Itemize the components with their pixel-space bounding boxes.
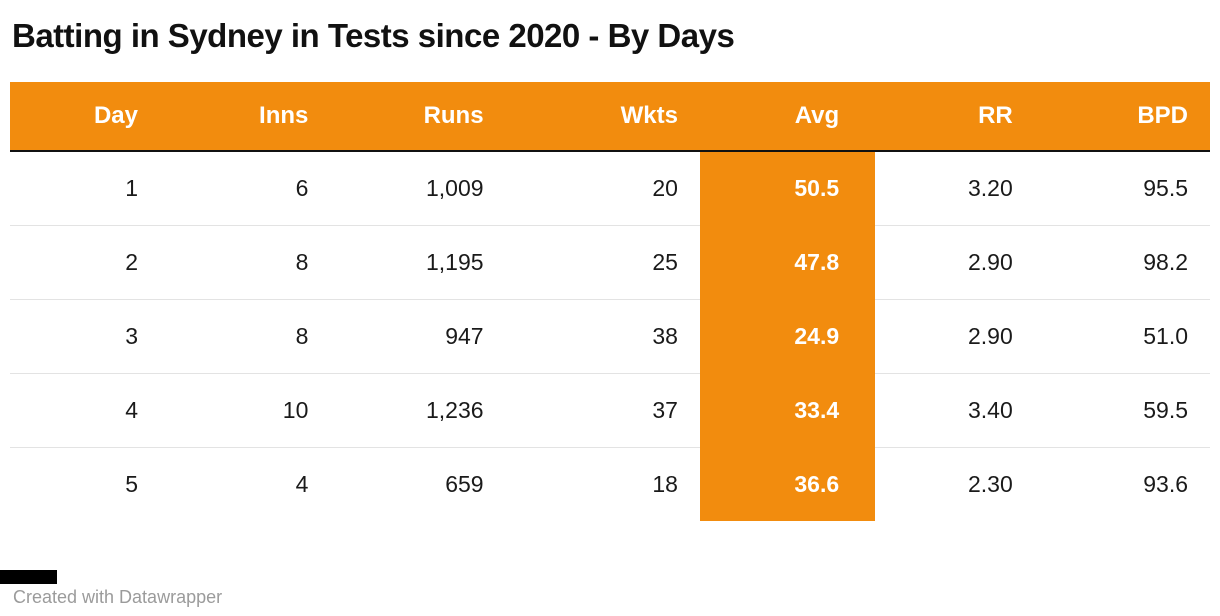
cell-inns: 6	[159, 150, 331, 226]
table-row: 4 10 1,236 37 33.4 3.40 59.5	[10, 372, 1210, 448]
cell-day: 4	[10, 372, 160, 448]
column-header-bpd: BPD	[1034, 81, 1210, 152]
cell-avg: 36.6	[699, 446, 876, 521]
cell-runs: 947	[330, 298, 506, 374]
cell-runs: 1,195	[330, 224, 506, 300]
column-header-inns: Inns	[159, 81, 331, 152]
cell-runs: 1,236	[330, 372, 506, 448]
datawrapper-logo-bar	[0, 570, 57, 584]
cell-avg: 50.5	[699, 150, 876, 226]
column-header-rr: RR	[875, 81, 1035, 152]
cell-rr: 3.20	[875, 150, 1035, 226]
cell-rr: 3.40	[875, 372, 1035, 448]
cell-day: 2	[10, 224, 160, 300]
column-header-avg: Avg	[699, 81, 876, 152]
column-header-day: Day	[10, 81, 160, 152]
table-row: 2 8 1,195 25 47.8 2.90 98.2	[10, 224, 1210, 300]
cell-avg: 24.9	[699, 298, 876, 374]
cell-wkts: 20	[505, 150, 700, 226]
cell-inns: 4	[159, 446, 331, 521]
cell-wkts: 25	[505, 224, 700, 300]
table-row: 5 4 659 18 36.6 2.30 93.6	[10, 446, 1210, 521]
cell-inns: 8	[159, 298, 331, 374]
cell-bpd: 95.5	[1034, 150, 1210, 226]
cell-day: 5	[10, 446, 160, 521]
cell-day: 1	[10, 150, 160, 226]
cell-runs: 659	[330, 446, 506, 521]
credit-text: Created with Datawrapper	[13, 587, 223, 607]
cell-wkts: 38	[505, 298, 700, 374]
cell-rr: 2.90	[875, 224, 1035, 300]
table-header: Day Inns Runs Wkts Avg RR BPD	[10, 81, 1210, 152]
cell-wkts: 18	[505, 446, 700, 521]
cell-avg: 33.4	[699, 372, 876, 448]
cell-bpd: 98.2	[1034, 224, 1210, 300]
cell-avg: 47.8	[699, 224, 876, 300]
table-body: 1 6 1,009 20 50.5 3.20 95.5 2 8 1,195 25 47.8 2.90 98…	[10, 150, 1210, 521]
cell-bpd: 51.0	[1034, 298, 1210, 374]
column-header-wkts: Wkts	[505, 81, 700, 152]
cell-runs: 1,009	[330, 150, 506, 226]
cell-rr: 2.30	[875, 446, 1035, 521]
cell-inns: 8	[159, 224, 331, 300]
page-title: Batting in Sydney in Tests since 2020 - …	[12, 17, 735, 54]
cell-inns: 10	[159, 372, 331, 448]
table-row: 3 8 947 38 24.9 2.90 51.0	[10, 298, 1210, 374]
cell-bpd: 93.6	[1034, 446, 1210, 521]
cell-wkts: 37	[505, 372, 700, 448]
cell-day: 3	[10, 298, 160, 374]
cell-bpd: 59.5	[1034, 372, 1210, 448]
table-row: 1 6 1,009 20 50.5 3.20 95.5	[10, 150, 1210, 226]
header-row: Day Inns Runs Wkts Avg RR BPD	[10, 81, 1210, 152]
stats-table: Day Inns Runs Wkts Avg RR BPD 1 6 1,009 20 50.5 3.2…	[10, 81, 1210, 521]
cell-rr: 2.90	[875, 298, 1035, 374]
column-header-runs: Runs	[330, 81, 506, 152]
